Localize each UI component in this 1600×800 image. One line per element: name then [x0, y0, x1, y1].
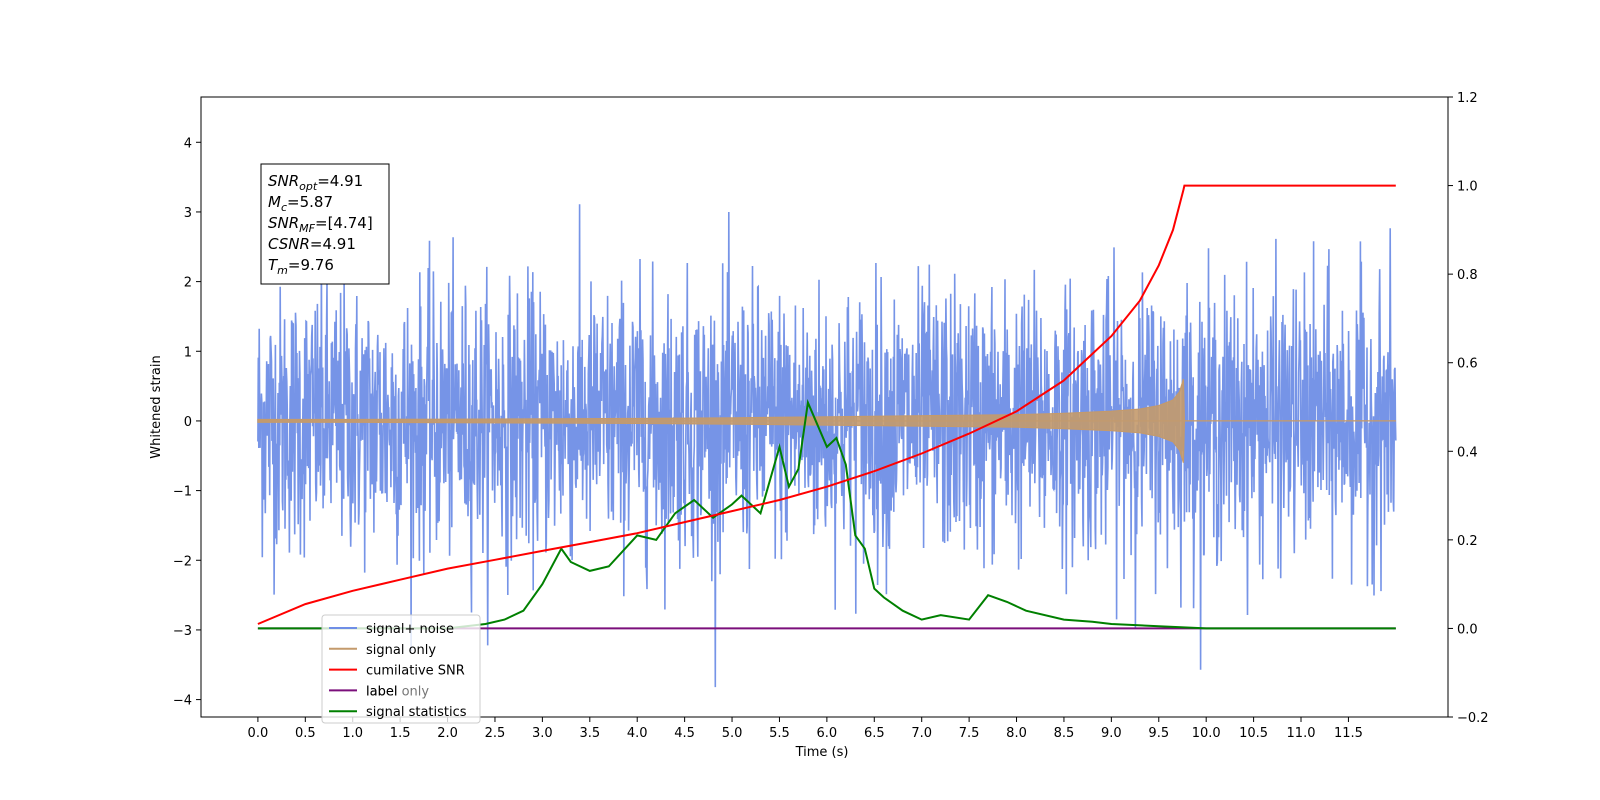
x-tick-label: 5.0: [722, 726, 743, 741]
info-line: Tm=9.76: [268, 256, 334, 277]
legend-overlay-text: label only: [366, 684, 429, 699]
x-tick-label: 6.0: [817, 726, 838, 741]
info-line: CSNR=4.91: [268, 235, 356, 253]
info-line: Mc=5.87: [268, 193, 333, 214]
series-cumulative-snr-line: [257, 184, 1396, 625]
y2-tick-label: 0.8: [1457, 268, 1478, 283]
x-tick-label: 10.0: [1192, 726, 1221, 741]
y-tick-label: −2: [173, 554, 192, 569]
y2-tick-label: −0.2: [1457, 711, 1489, 726]
x-tick-label: 8.0: [1006, 726, 1027, 741]
y2-tick-label: 0.2: [1457, 534, 1478, 549]
x-tick-label: 1.0: [342, 726, 363, 741]
x-axis: 0.0 0.5 1.0 1.5 2.0 2.5 3.0 3.5 4.0 4.5 5.0 5.5 6.0 6…: [248, 717, 1363, 741]
series-signal-noise-line: [257, 204, 1397, 688]
y-axis-left: 4 3 2 1 0 −1 −2 −3 −4: [173, 136, 201, 709]
y-tick-label: 1: [184, 345, 192, 360]
info-line: SNRMF=[4.74]: [268, 214, 373, 235]
plot-frame: [200, 96, 1449, 718]
x-tick-label: 9.5: [1148, 726, 1169, 741]
x-tick-label: 11.0: [1287, 726, 1316, 741]
y-tick-label: 2: [184, 276, 192, 291]
y2-tick-label: 1.2: [1457, 91, 1478, 106]
series-layer: [257, 184, 1397, 688]
x-tick-label: 7.0: [911, 726, 932, 741]
y-tick-label: 0: [184, 415, 192, 430]
x-tick-label: 0.5: [295, 726, 316, 741]
x-tick-label: 2.5: [485, 726, 506, 741]
y2-tick-label: 0.0: [1457, 622, 1478, 637]
legend-label: label: [366, 684, 397, 699]
y2-tick-label: 1.0: [1457, 180, 1478, 195]
x-tick-label: 0.0: [248, 726, 269, 741]
x-tick-label: 3.0: [532, 726, 553, 741]
series-signal-statistics-line: [257, 398, 1396, 630]
legend-label: cumilative SNR: [366, 664, 465, 679]
x-tick-label: 6.5: [864, 726, 885, 741]
x-tick-label: 7.5: [959, 726, 980, 741]
y2-tick-label: 0.4: [1457, 445, 1478, 460]
y2-tick-label: 0.6: [1457, 357, 1478, 372]
legend-label: signal only: [366, 643, 436, 658]
x-tick-label: 8.5: [1054, 726, 1075, 741]
y-tick-label: 4: [184, 136, 192, 151]
info-line: SNRopt=4.91: [268, 172, 363, 193]
x-tick-label: 1.5: [390, 726, 411, 741]
y-axis-right: 1.2 1.0 0.8 0.6 0.4 0.2 0.0 −0.2: [1448, 91, 1489, 726]
x-tick-label: 9.0: [1101, 726, 1122, 741]
x-tick-label: 4.5: [674, 726, 695, 741]
x-tick-label: 5.5: [769, 726, 790, 741]
y-axis-label: Whitened strain: [149, 355, 164, 458]
x-tick-label: 3.5: [579, 726, 600, 741]
legend-label: signal+ noise: [366, 622, 454, 637]
x-tick-label: 4.0: [627, 726, 648, 741]
x-tick-label: 11.5: [1334, 726, 1363, 741]
x-axis-label: Time (s): [795, 745, 849, 760]
legend: signal+ noise signal only cumilative SNR la…: [321, 614, 481, 724]
y-tick-label: −3: [173, 624, 192, 639]
x-tick-label: 10.5: [1239, 726, 1268, 741]
legend-label: signal statistics: [366, 705, 467, 720]
y-tick-label: −1: [173, 485, 192, 500]
y-tick-label: 3: [184, 206, 192, 221]
x-tick-label: 2.0: [437, 726, 458, 741]
y-tick-label: −4: [173, 694, 192, 709]
